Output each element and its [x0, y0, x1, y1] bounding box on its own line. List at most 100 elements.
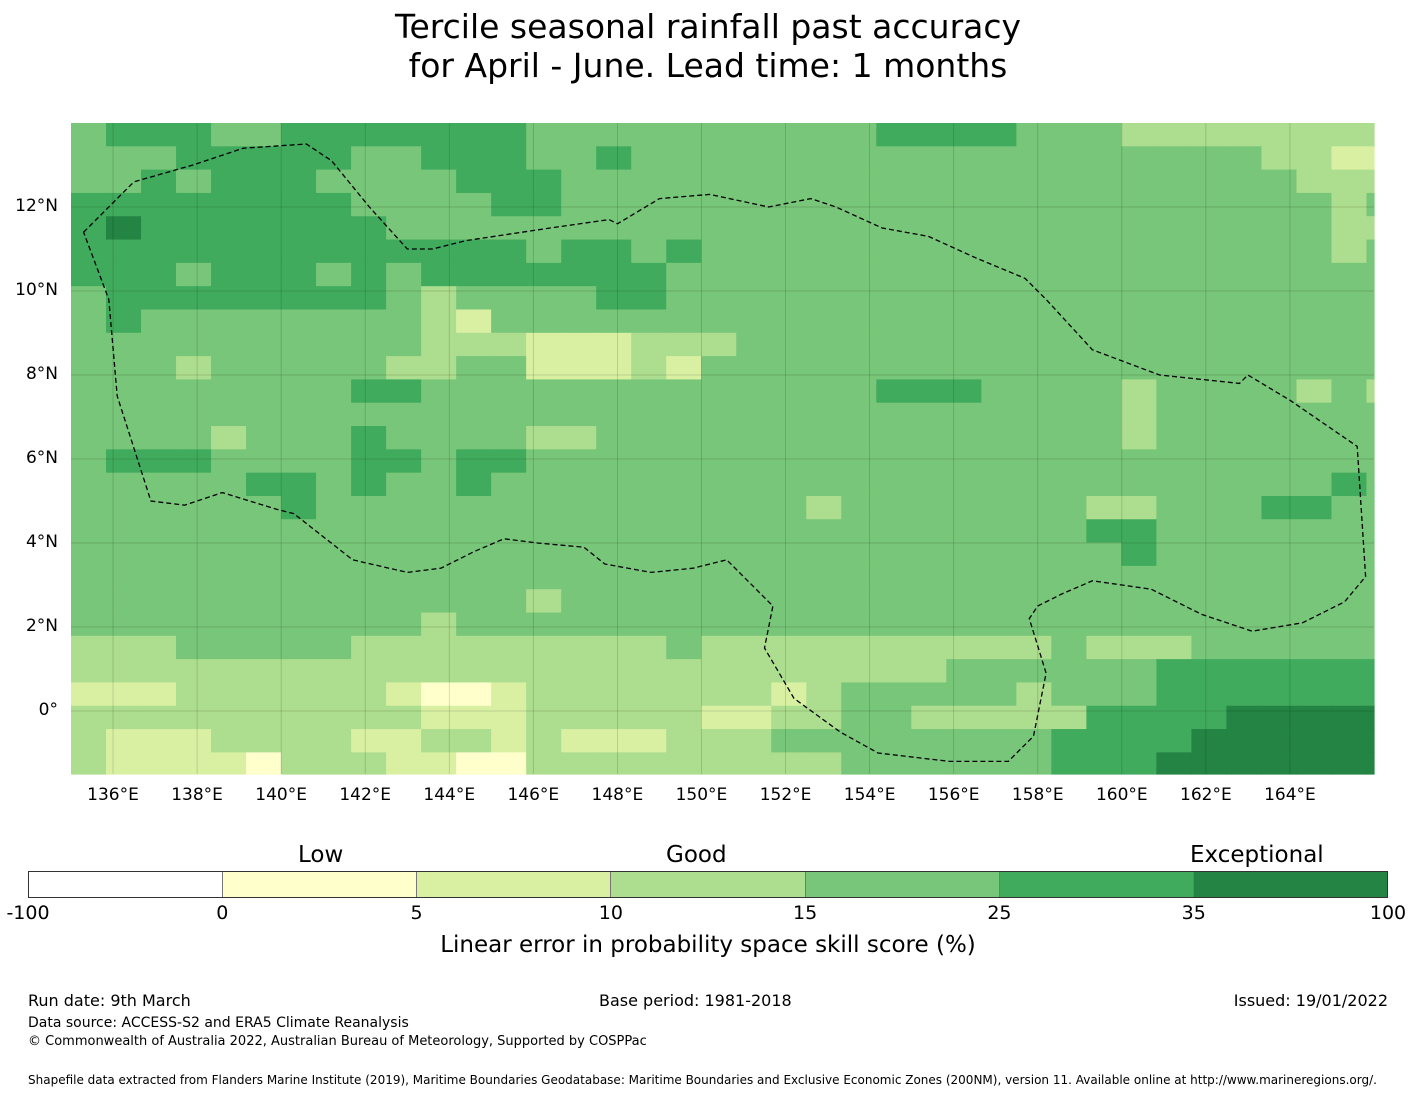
grid-cell: [771, 705, 807, 730]
grid-cell: [106, 402, 142, 427]
grid-cell: [491, 426, 527, 450]
grid-cell: [316, 192, 352, 217]
grid-cell: [141, 752, 177, 775]
grid-cell: [911, 635, 947, 660]
grid-cell: [701, 402, 737, 427]
grid-cell: [141, 216, 177, 241]
grid-cell: [1296, 239, 1333, 264]
grid-cell: [1226, 332, 1263, 357]
lat-tick-label: 10°N: [15, 280, 58, 300]
grid-cell: [351, 379, 387, 404]
lon-tick-label: 144°E: [423, 785, 476, 805]
grid-cell: [141, 472, 177, 497]
grid-cell: [71, 169, 107, 194]
grid-cell: [666, 146, 702, 171]
grid-cell: [666, 682, 702, 707]
grid-cell: [71, 262, 107, 287]
grid-cell: [1086, 309, 1122, 334]
grid-cell: [1261, 356, 1298, 381]
grid-cell: [1226, 495, 1263, 520]
grid-cell: [561, 495, 597, 520]
grid-cell: [946, 635, 982, 660]
grid-cell: [176, 589, 212, 614]
grid-cell: [1156, 332, 1193, 357]
grid-cell: [561, 286, 597, 311]
grid-cell: [71, 449, 107, 474]
grid-cell: [456, 542, 492, 567]
grid-cell: [631, 519, 667, 544]
grid-cell: [841, 542, 877, 567]
grid-cell: [946, 379, 982, 404]
grid-cell: [736, 402, 772, 427]
grid-cell: [1016, 356, 1052, 381]
grid-cell: [1331, 635, 1368, 660]
grid-cell: [806, 659, 842, 684]
grid-cell: [631, 542, 667, 567]
grid-cell: [421, 262, 457, 287]
grid-cell: [1296, 635, 1333, 660]
grid-cell: [771, 635, 807, 660]
grid-cell: [351, 542, 387, 567]
grid-cell: [1331, 402, 1368, 427]
grid-cell: [1016, 192, 1052, 217]
grid-cell: [1296, 705, 1333, 730]
grid-cell: [386, 682, 422, 707]
grid-cell: [806, 495, 842, 520]
grid-cell: [771, 356, 807, 381]
lat-tick-label: 6°N: [25, 448, 58, 468]
grid-cell: [596, 519, 632, 544]
grid-cell: [631, 379, 667, 404]
grid-cell: [421, 146, 457, 171]
grid-cell: [701, 192, 737, 217]
grid-cell: [596, 146, 632, 171]
grid-cell: [1121, 495, 1157, 520]
grid-cell: [246, 682, 282, 707]
grid-cell: [1051, 635, 1087, 660]
grid-cell: [1226, 565, 1263, 590]
grid-cell: [491, 612, 527, 637]
grid-cell: [211, 472, 247, 497]
grid-cell: [1331, 682, 1368, 707]
grid-cell: [106, 589, 142, 614]
grid-cell: [561, 402, 597, 427]
grid-cell: [946, 565, 982, 590]
grid-cell: [561, 589, 597, 614]
grid-cell: [1051, 286, 1087, 311]
grid-cell: [456, 356, 492, 381]
grid-cell: [981, 449, 1017, 474]
grid-cell: [876, 216, 912, 241]
grid-cell: [631, 472, 667, 497]
grid-cell: [1086, 356, 1122, 381]
grid-cell: [1331, 123, 1368, 147]
grid-cell: [281, 635, 317, 660]
grid-cell: [1331, 169, 1368, 194]
grid-cell: [491, 659, 527, 684]
grid-cell: [946, 682, 982, 707]
grid-cell: [1191, 169, 1228, 194]
grid-cell: [1016, 682, 1052, 707]
grid-cell: [211, 495, 247, 520]
grid-cell: [841, 495, 877, 520]
grid-cell: [141, 146, 177, 171]
grid-cell: [666, 752, 702, 775]
grid-cell: [71, 752, 107, 775]
grid-cell: [631, 426, 667, 450]
grid-cell: [841, 426, 877, 450]
grid-cell: [1366, 402, 1375, 427]
grid-cell: [561, 379, 597, 404]
grid-cell: [526, 309, 562, 334]
grid-cell: [1016, 123, 1052, 147]
lon-tick-label: 152°E: [759, 785, 812, 805]
grid-cell: [1191, 402, 1228, 427]
grid-cell: [771, 379, 807, 404]
grid-cell: [946, 659, 982, 684]
grid-cell: [1051, 192, 1087, 217]
grid-cell: [1296, 542, 1333, 567]
grid-cell: [1331, 659, 1368, 684]
colorbar-segment: [999, 872, 1194, 897]
grid-cell: [1156, 542, 1193, 567]
grid-cell: [1226, 123, 1263, 147]
grid-cell: [1121, 635, 1157, 660]
grid-cell: [911, 565, 947, 590]
grid-cell: [1051, 379, 1087, 404]
